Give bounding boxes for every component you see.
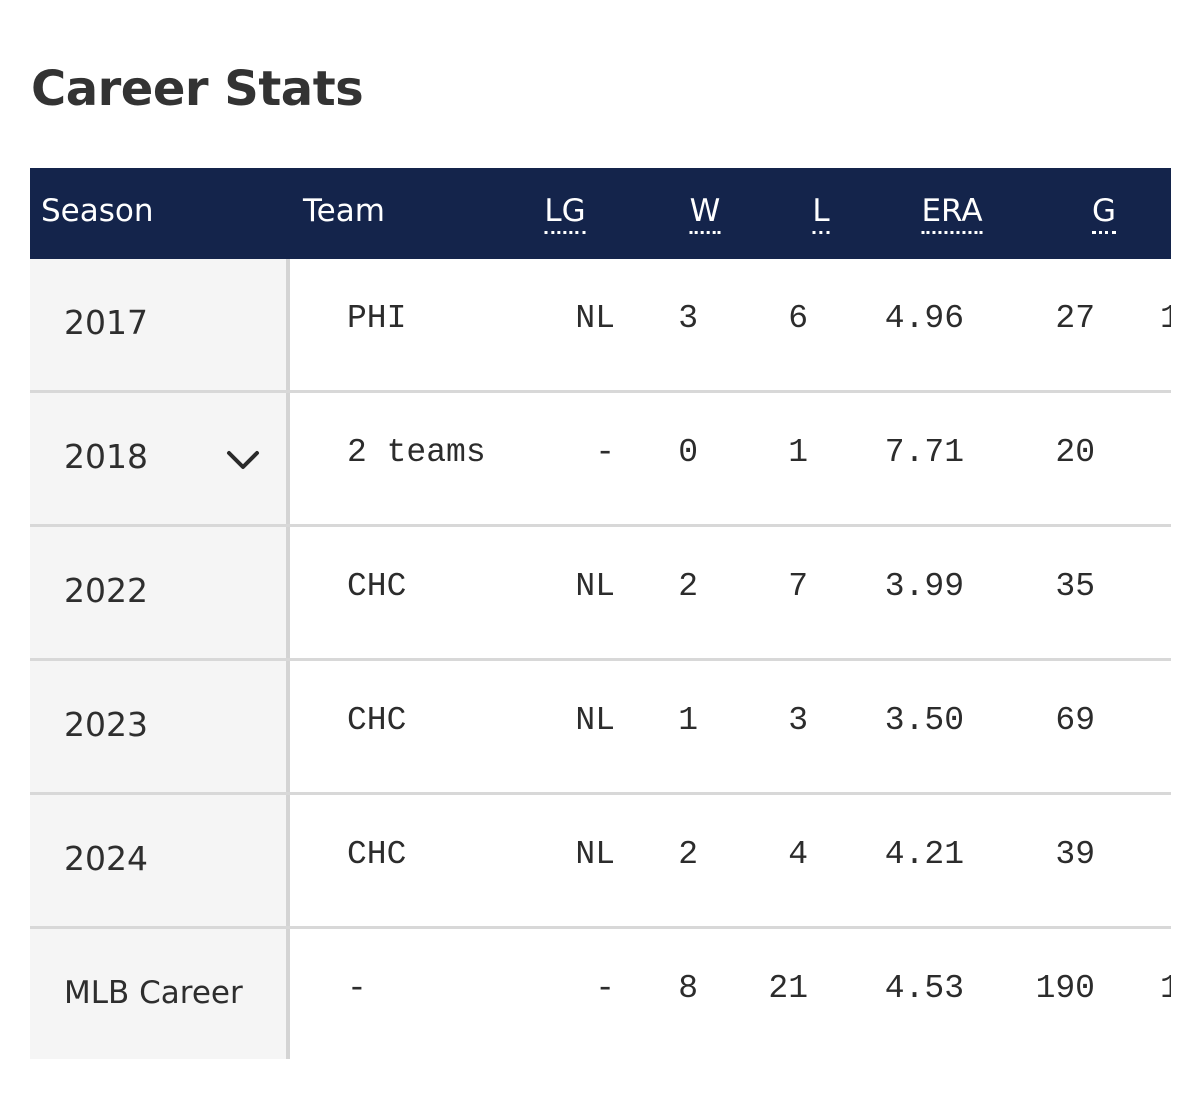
table-header-row: Season Team LG W L ERA G [30, 168, 1171, 259]
games-cell: 69 [1055, 702, 1095, 739]
wins-cell: 2 [678, 836, 698, 873]
column-header-lg[interactable]: LG [544, 168, 586, 259]
era-cell: 3.99 [884, 568, 964, 605]
games-cell: 190 [1035, 970, 1095, 1007]
games-cell: 35 [1055, 568, 1095, 605]
league-cell: NL [575, 300, 615, 337]
wins-cell: 1 [678, 702, 698, 739]
season-cell: 2022 [64, 571, 148, 610]
overflow-column-cell: 1 [1160, 970, 1171, 1007]
page-title: Career Stats [31, 61, 364, 117]
team-cell: 2 teams [347, 434, 486, 471]
league-cell: NL [575, 568, 615, 605]
column-header-g[interactable]: G [1091, 168, 1117, 259]
column-header-team[interactable]: Team [303, 193, 385, 229]
column-header-w[interactable]: W [689, 168, 721, 259]
column-header-era[interactable]: ERA [921, 168, 983, 259]
season-cell: 2017 [64, 303, 148, 342]
table-row: 2022 CHC NL 2 7 3.99 35 [30, 527, 1171, 661]
losses-cell: 3 [788, 702, 808, 739]
losses-cell: 7 [788, 568, 808, 605]
season-cell: 2024 [64, 839, 148, 878]
league-cell: NL [575, 702, 615, 739]
games-cell: 39 [1055, 836, 1095, 873]
wins-cell: 2 [678, 568, 698, 605]
column-header-l[interactable]: L [812, 168, 830, 259]
wins-cell: 8 [678, 970, 698, 1007]
era-cell: 7.71 [884, 434, 964, 471]
table-row: MLB Career - - 8 21 4.53 190 1 [30, 929, 1171, 1060]
table-row: 2024 CHC NL 2 4 4.21 39 [30, 795, 1171, 929]
games-cell: 27 [1055, 300, 1095, 337]
league-cell: - [595, 434, 615, 471]
chevron-down-icon[interactable] [226, 449, 260, 473]
team-cell: - [347, 970, 367, 1007]
table-row: 2023 CHC NL 1 3 3.50 69 [30, 661, 1171, 795]
team-cell: CHC [347, 836, 407, 873]
losses-cell: 4 [788, 836, 808, 873]
season-cell: 2023 [64, 705, 148, 744]
wins-cell: 0 [678, 434, 698, 471]
era-cell: 3.50 [884, 702, 964, 739]
wins-cell: 3 [678, 300, 698, 337]
team-cell: CHC [347, 568, 407, 605]
column-header-season[interactable]: Season [41, 193, 154, 229]
losses-cell: 6 [788, 300, 808, 337]
losses-cell: 1 [788, 434, 808, 471]
league-cell: NL [575, 836, 615, 873]
season-cell: 2018 [64, 437, 148, 476]
overflow-column-cell: 1 [1160, 300, 1171, 337]
team-cell: PHI [347, 300, 407, 337]
era-cell: 4.21 [884, 836, 964, 873]
table-row: 2017 PHI NL 3 6 4.96 27 1 [30, 259, 1171, 393]
games-cell: 20 [1055, 434, 1095, 471]
table-row[interactable]: 2018 2 teams - 0 1 7.71 20 [30, 393, 1171, 527]
career-stats-table: Season Team LG W L ERA G 2017 PHI NL 3 6 4.96… [30, 168, 1171, 1060]
season-cell: MLB Career [64, 975, 243, 1011]
league-cell: - [595, 970, 615, 1007]
losses-cell: 21 [768, 970, 808, 1007]
team-cell: CHC [347, 702, 407, 739]
era-cell: 4.53 [884, 970, 964, 1007]
era-cell: 4.96 [884, 300, 964, 337]
